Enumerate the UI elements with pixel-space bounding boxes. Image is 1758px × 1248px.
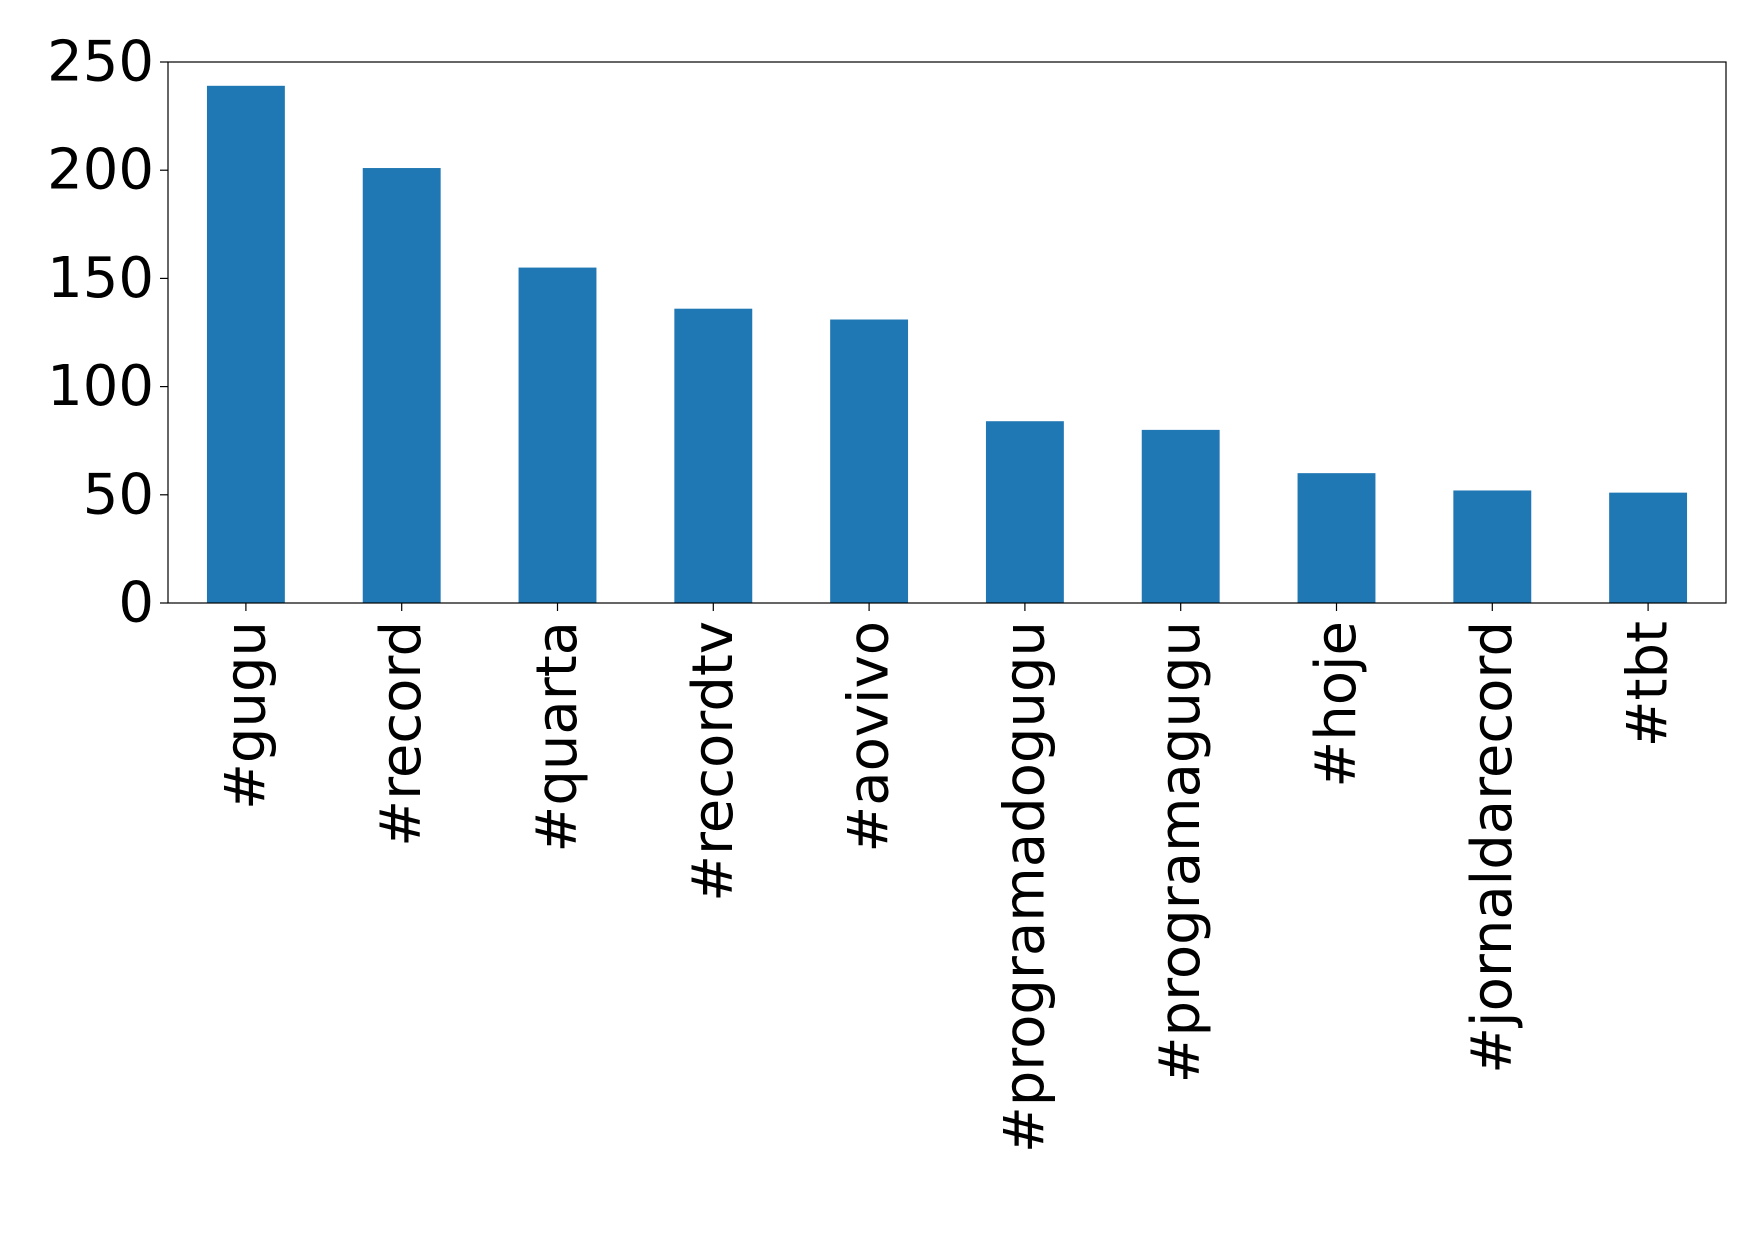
y-tick-label: 0: [118, 571, 154, 636]
bar-record: [362, 168, 441, 604]
x-tick-label: #recordtv: [681, 621, 746, 902]
x-tick-label: #record: [369, 621, 434, 847]
bar-hoje: [1297, 473, 1376, 603]
bar-jornaldarecord: [1453, 490, 1532, 603]
bar-tbt: [1609, 492, 1688, 603]
x-tick-label: #aovivo: [837, 621, 902, 853]
x-tick-label: #programadogugu: [992, 621, 1057, 1153]
y-tick-label: 250: [47, 30, 154, 95]
bar-quarta: [518, 267, 597, 603]
y-tick-label: 50: [83, 462, 154, 527]
x-tick-label: #hoje: [1304, 621, 1369, 788]
y-tick-label: 100: [47, 354, 154, 419]
x-tick-label: #jornaldarecord: [1460, 621, 1525, 1074]
x-tick-label: #gugu: [213, 621, 278, 810]
bar-recordtv: [674, 308, 753, 603]
bar-gugu: [206, 85, 285, 604]
bar-programadogugu: [985, 421, 1064, 603]
x-tick-label: #quarta: [525, 621, 590, 853]
bar-aovivo: [830, 319, 909, 603]
bar-programagugu: [1141, 429, 1220, 603]
y-tick-label: 200: [47, 138, 154, 203]
plot-frame: [167, 61, 1727, 604]
y-tick-label: 150: [47, 246, 154, 311]
x-tick-label: #tbt: [1616, 621, 1681, 747]
x-tick-label: #programagugu: [1148, 621, 1213, 1083]
